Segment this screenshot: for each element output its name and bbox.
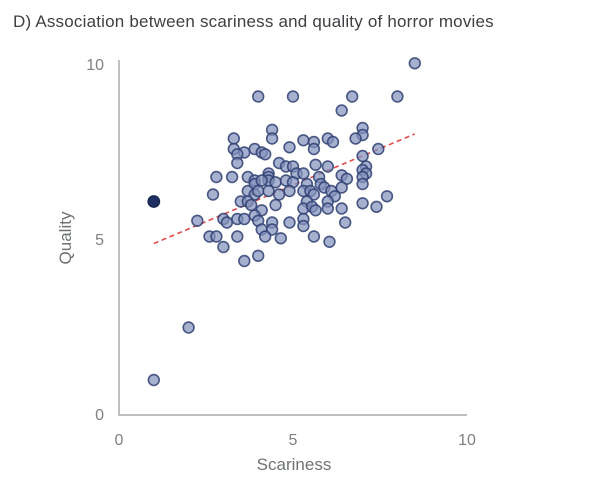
data-point	[326, 135, 340, 149]
data-point	[380, 190, 394, 203]
data-point	[335, 202, 348, 215]
data-point	[321, 202, 334, 215]
data-point	[269, 198, 282, 212]
data-point	[323, 235, 336, 249]
data-point	[259, 230, 272, 243]
data-point	[191, 214, 204, 228]
data-point	[231, 230, 244, 243]
chart-title: D) Association between scariness and qua…	[13, 12, 494, 31]
data-point	[286, 90, 300, 103]
x-axis-title: Scariness	[257, 455, 332, 474]
data-point	[225, 170, 239, 184]
y-axis-tick-labels: 0 5 10	[86, 57, 104, 424]
data-point	[245, 198, 258, 212]
data-point	[356, 177, 369, 191]
x-tick-label: 0	[115, 432, 124, 449]
data-point	[309, 204, 322, 217]
data-point	[408, 57, 421, 70]
data-point	[252, 184, 265, 198]
data-point	[307, 142, 321, 156]
y-tick-label: 5	[95, 232, 104, 249]
data-point	[335, 104, 348, 117]
data-point	[252, 90, 265, 103]
data-point	[297, 134, 310, 147]
data-point	[346, 90, 359, 103]
data-point	[349, 132, 362, 145]
data-point	[210, 170, 223, 184]
data-point	[262, 184, 275, 198]
x-axis-tick-labels: 0 5 10	[115, 432, 476, 449]
data-point	[309, 158, 322, 172]
data-point	[339, 216, 352, 229]
data-point	[206, 188, 220, 201]
x-tick-label: 5	[289, 432, 298, 449]
data-point	[391, 90, 404, 103]
data-point	[217, 240, 230, 254]
data-point	[182, 321, 195, 334]
data-point	[297, 219, 310, 233]
data-point	[356, 149, 369, 163]
data-point	[272, 188, 286, 201]
data-point	[210, 230, 223, 243]
data-point	[238, 212, 251, 226]
scatter-points-group	[147, 57, 421, 387]
data-point	[147, 373, 161, 387]
data-point	[259, 148, 272, 161]
data-point	[297, 167, 310, 180]
dark-data-point	[147, 195, 161, 208]
data-point	[231, 156, 244, 170]
y-tick-label: 0	[95, 407, 104, 424]
data-point	[307, 230, 321, 243]
data-point	[220, 216, 234, 229]
data-point	[372, 142, 385, 156]
data-point	[283, 216, 296, 229]
data-point	[274, 232, 287, 245]
data-point	[252, 249, 265, 263]
data-point	[370, 200, 383, 214]
data-point	[356, 197, 369, 210]
data-point	[321, 160, 334, 173]
data-point	[265, 132, 279, 145]
x-tick-label: 10	[458, 432, 476, 449]
data-point	[283, 184, 296, 198]
data-point	[255, 174, 268, 187]
data-point	[283, 141, 296, 154]
data-point	[238, 254, 251, 268]
data-point	[227, 132, 241, 145]
y-axis-title: Quality	[56, 211, 75, 264]
y-tick-label: 10	[86, 57, 104, 74]
